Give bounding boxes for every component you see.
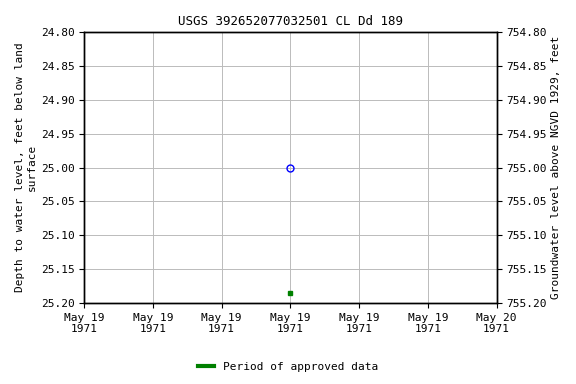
Title: USGS 392652077032501 CL Dd 189: USGS 392652077032501 CL Dd 189 xyxy=(178,15,403,28)
Legend: Period of approved data: Period of approved data xyxy=(193,358,383,377)
Y-axis label: Depth to water level, feet below land
surface: Depth to water level, feet below land su… xyxy=(15,43,37,292)
Y-axis label: Groundwater level above NGVD 1929, feet: Groundwater level above NGVD 1929, feet xyxy=(551,36,561,299)
